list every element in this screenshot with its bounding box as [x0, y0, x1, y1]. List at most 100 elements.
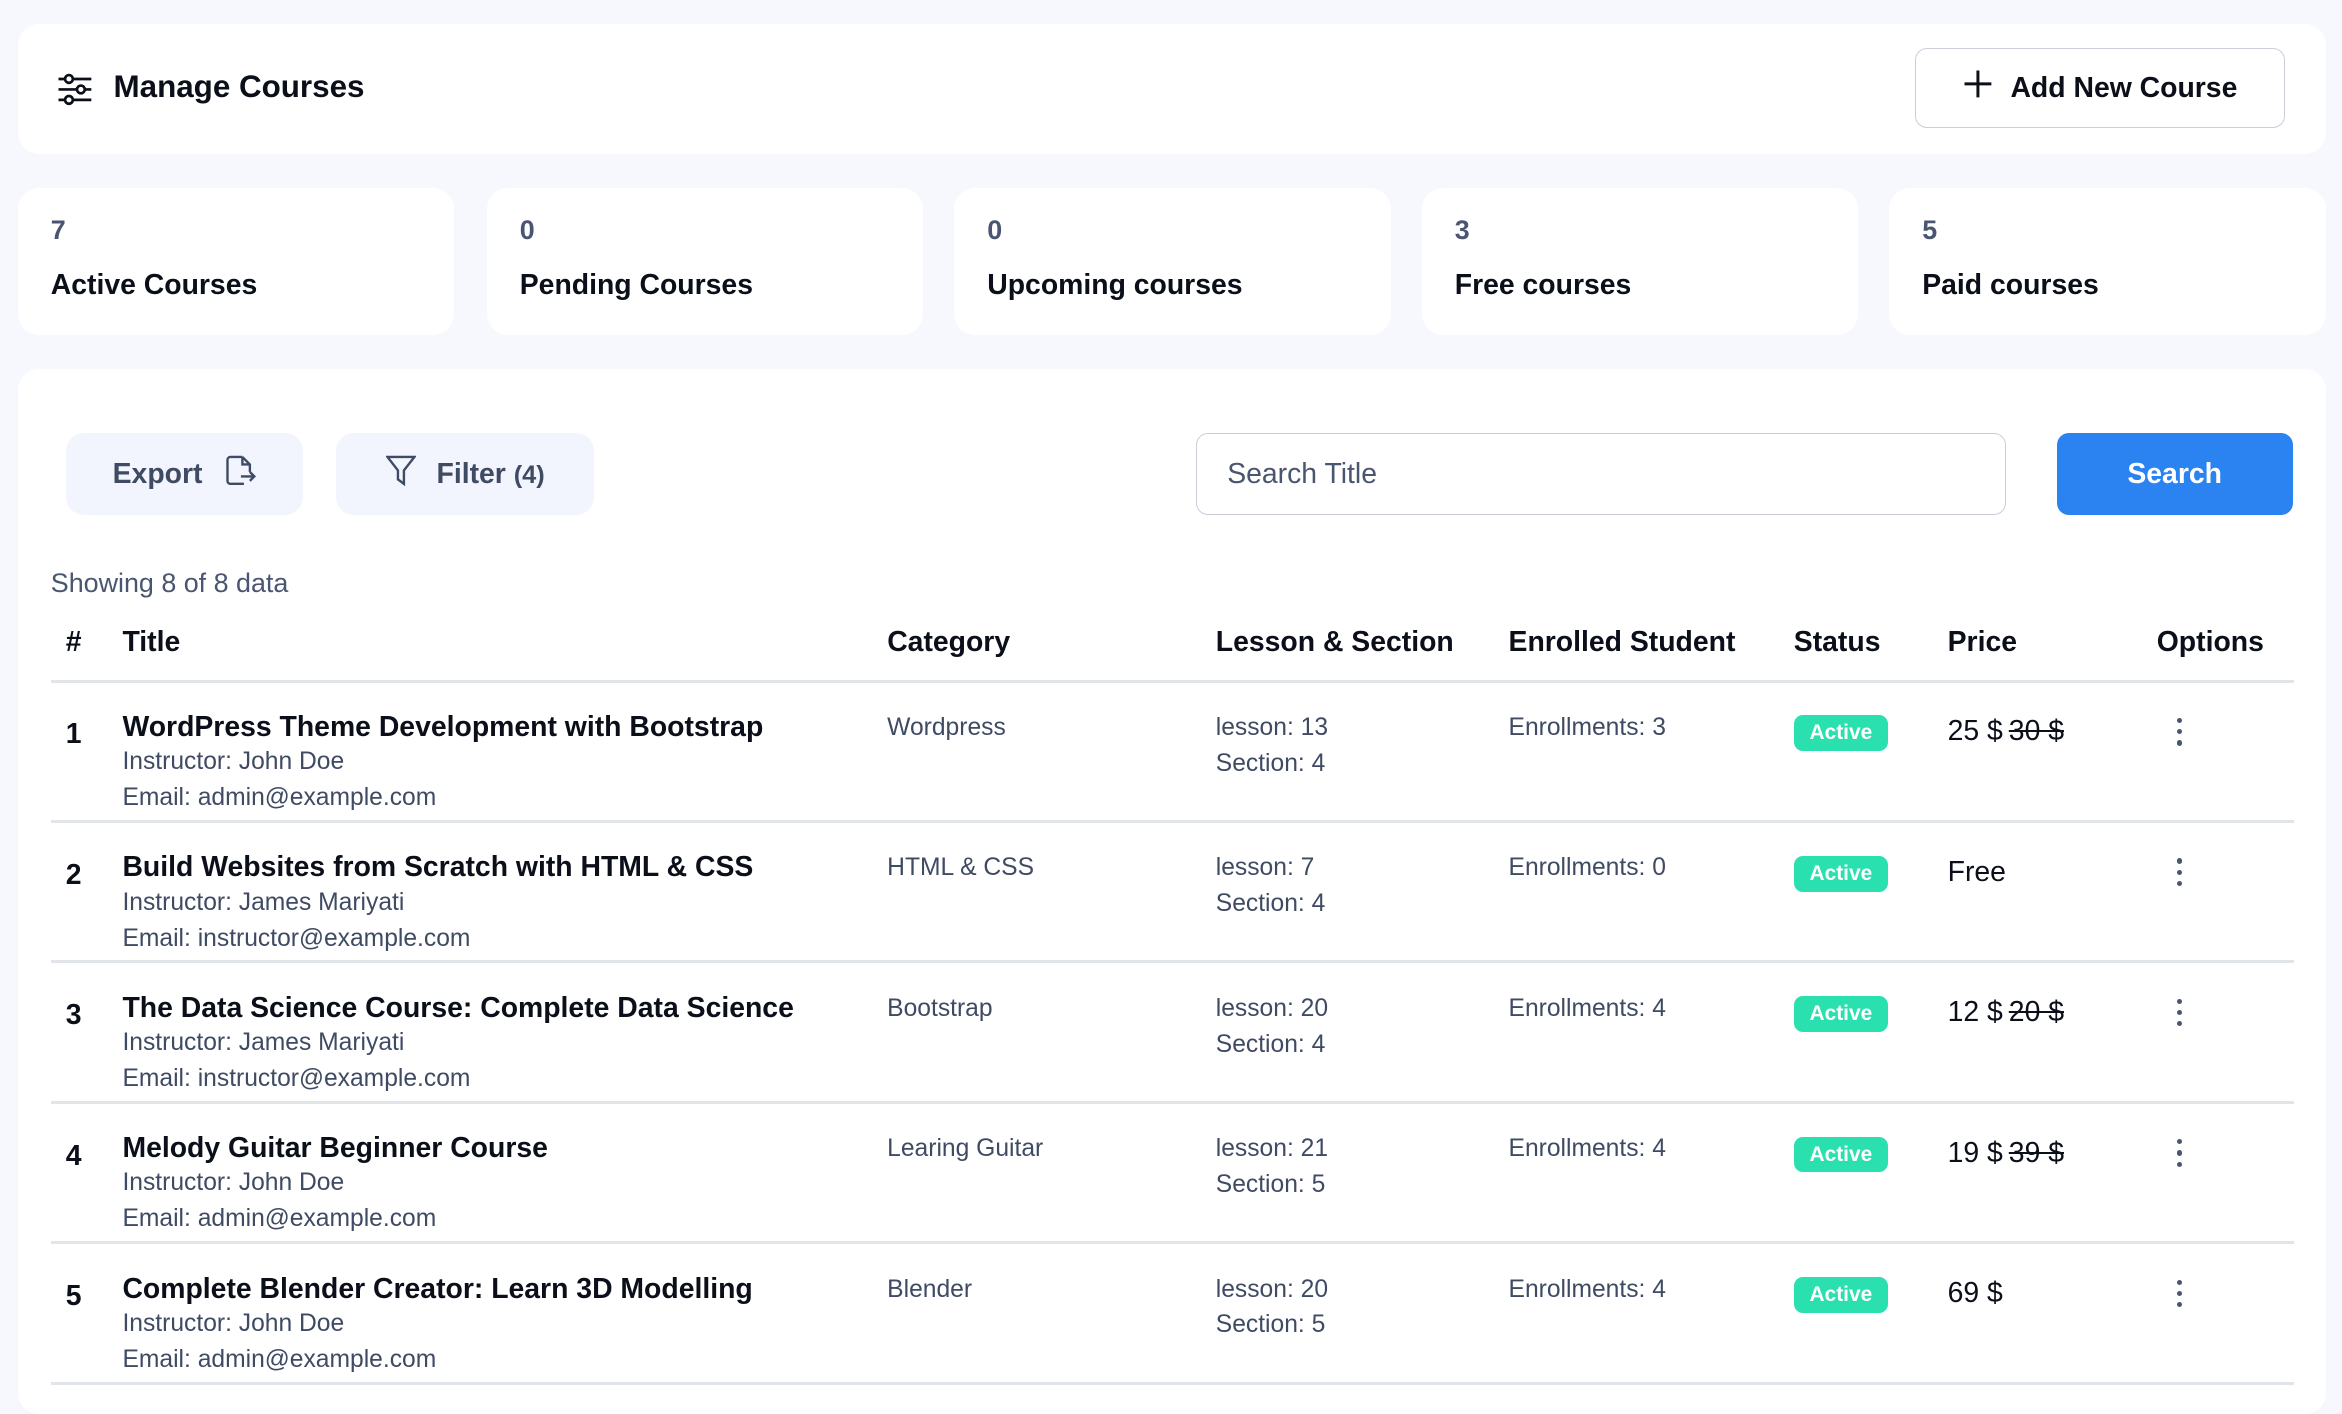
courses-panel: Export Filter (4) Search Showing 8 of 8 …	[17, 368, 2326, 1414]
course-lessons: lesson: 20	[1215, 994, 1329, 1022]
course-email: Email: instructor@example.com	[122, 924, 471, 952]
course-sections: Section: 4	[1215, 1030, 1326, 1058]
divider	[50, 1381, 2295, 1385]
column-header-price: Price	[1947, 625, 2018, 658]
course-price: Free	[1948, 856, 2006, 889]
course-email: Email: admin@example.com	[122, 784, 437, 812]
stat-value: 5	[1922, 215, 1938, 246]
course-email: Email: admin@example.com	[122, 1345, 437, 1373]
course-title[interactable]: Build Websites from Scratch with HTML & …	[122, 851, 754, 884]
export-button[interactable]: Export	[65, 433, 304, 516]
course-category: Learing Guitar	[887, 1135, 1044, 1163]
stat-label: Upcoming courses	[987, 268, 1243, 301]
more-vertical-icon[interactable]	[2166, 1131, 2193, 1176]
course-price: 19 $39 $	[1948, 1137, 2064, 1170]
column-header-category: Category	[887, 625, 1011, 658]
stat-value: 0	[987, 215, 1003, 246]
course-title[interactable]: Complete Blender Creator: Learn 3D Model…	[122, 1272, 753, 1305]
stat-label: Free courses	[1454, 268, 1632, 301]
course-instructor: Instructor: James Mariyati	[122, 888, 405, 916]
more-vertical-icon[interactable]	[2166, 1271, 2193, 1316]
status-badge: Active	[1793, 1136, 1888, 1173]
current-price: Free	[1947, 855, 2006, 888]
course-sections: Section: 5	[1215, 1311, 1326, 1339]
course-lessons: lesson: 13	[1215, 713, 1329, 741]
row-number: 5	[65, 1279, 82, 1312]
divider	[50, 1100, 2295, 1104]
status-badge: Active	[1793, 855, 1888, 892]
divider	[50, 679, 2295, 683]
column-header-lesson-section: Lesson & Section	[1215, 625, 1454, 658]
table-row: 1 WordPress Theme Development with Boots…	[51, 683, 2294, 823]
divider	[50, 1241, 2295, 1245]
course-title[interactable]: Melody Guitar Beginner Course	[122, 1132, 548, 1165]
add-new-course-button[interactable]: Add New Course	[1914, 47, 2286, 129]
table-row: 4 Melody Guitar Beginner Course Instruct…	[51, 1104, 2294, 1244]
column-header-enrolled: Enrolled Student	[1508, 625, 1736, 658]
course-title[interactable]: The Data Science Course: Complete Data S…	[122, 991, 794, 1024]
column-header-status: Status	[1793, 625, 1881, 658]
stat-label: Pending Courses	[519, 268, 753, 301]
stat-label: Paid courses	[1922, 268, 2099, 301]
column-header-options: Options	[2156, 625, 2264, 658]
filter-count: (4)	[513, 460, 545, 489]
row-number: 3	[65, 999, 82, 1032]
course-sections: Section: 4	[1215, 890, 1326, 918]
course-enrollments: Enrollments: 4	[1508, 994, 1666, 1022]
search-title-input[interactable]	[1196, 433, 2006, 516]
course-enrollments: Enrollments: 4	[1508, 1135, 1666, 1163]
plus-icon	[1963, 69, 1993, 107]
course-email: Email: instructor@example.com	[122, 1064, 471, 1092]
course-enrollments: Enrollments: 4	[1508, 1275, 1666, 1303]
more-vertical-icon[interactable]	[2166, 990, 2193, 1035]
stat-card-pending: 0 Pending Courses	[486, 188, 924, 335]
stat-value: 0	[519, 215, 535, 246]
table-row: 3 The Data Science Course: Complete Data…	[51, 963, 2294, 1103]
course-instructor: Instructor: John Doe	[122, 748, 345, 776]
row-number: 4	[65, 1139, 82, 1172]
course-sections: Section: 5	[1215, 1170, 1326, 1198]
stat-value: 7	[50, 215, 66, 246]
stat-value: 3	[1454, 215, 1470, 246]
filter-label: Filter	[436, 457, 506, 490]
current-price: 19 $	[1947, 1136, 2003, 1169]
course-email: Email: admin@example.com	[122, 1205, 437, 1233]
stat-card-free: 3 Free courses	[1421, 188, 1859, 335]
course-category: Blender	[887, 1275, 973, 1303]
course-sections: Section: 4	[1215, 749, 1326, 777]
row-number: 1	[65, 718, 82, 751]
course-price: 12 $20 $	[1948, 996, 2064, 1029]
current-price: 69 $	[1947, 1276, 2003, 1309]
search-button[interactable]: Search	[2056, 433, 2293, 516]
column-header-number: #	[65, 625, 82, 658]
row-number: 2	[65, 858, 82, 891]
column-header-title: Title	[122, 625, 181, 658]
course-lessons: lesson: 20	[1215, 1275, 1329, 1303]
original-price: 30 $	[2008, 715, 2064, 748]
course-enrollments: Enrollments: 0	[1508, 854, 1666, 882]
status-badge: Active	[1793, 996, 1888, 1033]
course-price: 25 $30 $	[1948, 715, 2064, 748]
stat-card-active: 7 Active Courses	[17, 188, 455, 335]
page-header: Manage Courses Add New Course	[17, 23, 2326, 154]
page-title: Manage Courses	[113, 68, 365, 104]
course-category: Wordpress	[887, 713, 1006, 741]
original-price: 39 $	[2008, 1136, 2064, 1169]
course-instructor: Instructor: James Mariyati	[122, 1029, 405, 1057]
course-instructor: Instructor: John Doe	[122, 1169, 345, 1197]
table-row: 2 Build Websites from Scratch with HTML …	[51, 823, 2294, 963]
showing-count: Showing 8 of 8 data	[50, 567, 289, 598]
add-new-course-label: Add New Course	[2010, 71, 2238, 104]
more-vertical-icon[interactable]	[2166, 709, 2193, 754]
sliders-icon	[57, 73, 93, 113]
course-title[interactable]: WordPress Theme Development with Bootstr…	[122, 710, 764, 743]
file-export-icon	[223, 454, 257, 495]
filter-button[interactable]: Filter (4)	[336, 433, 595, 516]
status-badge: Active	[1793, 715, 1888, 752]
course-category: HTML & CSS	[887, 854, 1035, 882]
course-lessons: lesson: 21	[1215, 1135, 1329, 1163]
course-instructor: Instructor: John Doe	[122, 1309, 345, 1337]
status-badge: Active	[1793, 1276, 1888, 1313]
stat-card-paid: 5 Paid courses	[1889, 188, 2326, 335]
more-vertical-icon[interactable]	[2166, 850, 2193, 895]
